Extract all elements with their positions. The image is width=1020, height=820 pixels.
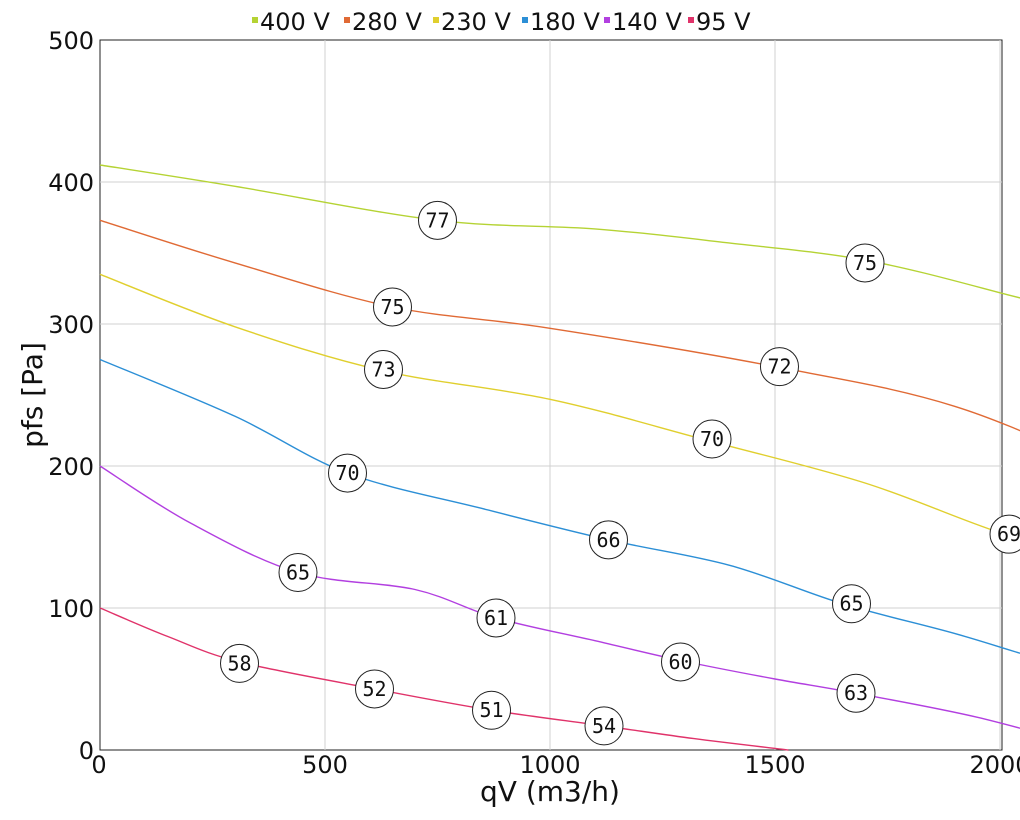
series-line-280v (99, 219, 1020, 432)
point-label-text: 69 (997, 522, 1020, 546)
point-label-text: 77 (425, 208, 449, 232)
legend-label: 280 V (352, 8, 422, 36)
plot-area (99, 39, 1003, 751)
point-label-bubble (373, 287, 412, 327)
point-label-text: 70 (700, 427, 724, 451)
legend-swatch (688, 17, 694, 23)
series-line-180v (99, 358, 1020, 654)
point-label-bubble (832, 584, 871, 624)
legend-label: 140 V (612, 8, 682, 36)
point-label-bubble (220, 643, 259, 683)
point-label-text: 65 (839, 592, 863, 616)
grid-lines (100, 40, 1002, 750)
point-label-text: 75 (380, 295, 404, 319)
point-label-text: 73 (371, 357, 395, 381)
point-label-bubble (278, 553, 318, 592)
y-tick-label: 0 (79, 737, 94, 765)
x-axis-title: qV (m3/h) (480, 775, 620, 808)
point-label-text: 60 (668, 650, 692, 674)
x-tick-label: 1500 (744, 751, 805, 779)
legend: 400 V 280 V 230 V 180 V 140 V 95 V (252, 8, 751, 36)
y-tick-label: 400 (48, 169, 94, 197)
x-tick-label: 1000 (519, 751, 580, 779)
legend-label: 230 V (441, 8, 511, 36)
legend-swatch (604, 17, 610, 23)
point-label-bubble (692, 419, 732, 459)
point-label-bubble (472, 690, 511, 730)
point-label-text: 51 (479, 698, 503, 722)
y-tick-label: 300 (48, 311, 94, 339)
point-label-bubble (476, 598, 516, 638)
legend-swatch (344, 17, 350, 23)
point-label-bubble (845, 243, 885, 283)
point-label-text: 66 (596, 528, 620, 552)
legend-label: 400 V (260, 8, 330, 36)
point-label-bubble (328, 453, 367, 493)
point-label-text: 58 (227, 651, 251, 675)
series-line-140v (99, 465, 1020, 729)
y-tick-label: 100 (48, 595, 94, 623)
axis-ticks: 0500100015002000250030003500010020030040… (48, 27, 1020, 779)
series-line-230v (99, 273, 1020, 540)
point-label-bubble (364, 349, 403, 389)
point-label-bubble (836, 673, 876, 713)
point-label-bubble (760, 347, 799, 387)
legend-label: 95 V (696, 8, 751, 36)
x-tick-label: 500 (302, 751, 348, 779)
legend-label: 180 V (530, 8, 600, 36)
y-axis-title: pfs [Pa] (16, 342, 49, 448)
point-label-bubble (418, 200, 457, 240)
point-label-bubble (584, 706, 624, 746)
point-label-text: 61 (484, 606, 508, 630)
point-label-text: 52 (362, 677, 386, 701)
point-label-bubble (661, 642, 700, 682)
point-label-text: 75 (853, 251, 877, 275)
legend-swatch (252, 17, 258, 23)
y-tick-label: 500 (48, 27, 94, 55)
point-label-bubble (355, 669, 394, 709)
point-labels: 7775757775727274737069727066656865616063… (220, 200, 1020, 746)
series-lines (99, 164, 1020, 751)
point-label-text: 72 (767, 355, 791, 379)
point-label-text: 63 (844, 681, 868, 705)
legend-swatch (522, 17, 528, 23)
y-tick-label: 200 (48, 453, 94, 481)
x-tick-label: 0 (91, 751, 106, 779)
point-label-text: 54 (592, 714, 616, 738)
point-label-bubble (589, 520, 628, 560)
series-line-95v (99, 607, 789, 751)
point-label-text: 65 (286, 561, 310, 585)
legend-swatch (433, 17, 439, 23)
point-label-text: 70 (335, 461, 359, 485)
point-label-bubble (989, 514, 1020, 554)
